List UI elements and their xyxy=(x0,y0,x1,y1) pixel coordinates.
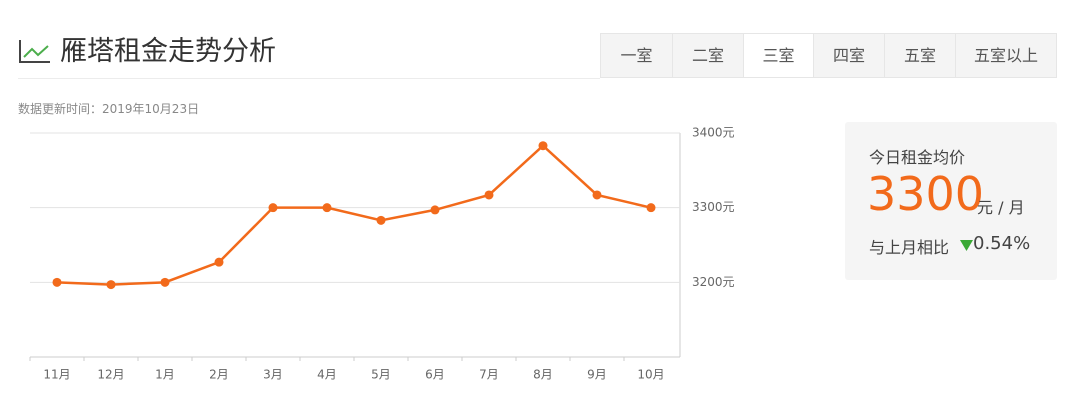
y-tick-label: 3300元 xyxy=(692,200,735,214)
point xyxy=(214,257,224,267)
chart: 3200元 3300元 3400元 11月 12月 1月 2月 3月 4月 5月 6月 7月 8月 9月 1… xyxy=(29,126,735,382)
compare-label: 与上月相比 xyxy=(869,238,950,257)
summary-card: 今日租金均价 3300 元 / 月 与上月相比 0.54% xyxy=(845,122,1057,280)
summary-label: 今日租金均价 xyxy=(869,148,966,167)
x-tick-label: 11月 xyxy=(43,368,70,382)
y-tick-label: 3400元 xyxy=(692,126,735,140)
tab[interactable]: 五室以上 xyxy=(956,34,1056,77)
point xyxy=(538,141,548,151)
x-tick-label: 6月 xyxy=(425,368,445,382)
x-tick-label: 1月 xyxy=(155,368,175,382)
point xyxy=(376,215,386,225)
tab[interactable]: 五室 xyxy=(885,34,956,77)
point xyxy=(106,280,116,290)
price-unit: 元 / 月 xyxy=(977,198,1025,217)
x-tick-label: 10月 xyxy=(637,368,664,382)
point xyxy=(592,190,602,200)
x-tick-label: 4月 xyxy=(317,368,337,382)
point xyxy=(160,277,170,287)
x-tick-label: 12月 xyxy=(97,368,124,382)
x-tick-label: 8月 xyxy=(533,368,553,382)
x-tick-label: 2月 xyxy=(209,368,229,382)
x-tick-label: 9月 xyxy=(587,368,607,382)
point xyxy=(430,205,440,215)
tab[interactable]: 一室 xyxy=(601,34,673,77)
y-tick-label: 3200元 xyxy=(692,275,735,289)
change-value: 0.54% xyxy=(973,233,1031,254)
point xyxy=(268,203,278,213)
page-title: 雁塔租金走势分析 xyxy=(60,36,276,67)
x-tick-label: 5月 xyxy=(371,368,391,382)
point xyxy=(322,203,332,213)
divider xyxy=(18,78,600,79)
point xyxy=(646,203,656,213)
trend-icon xyxy=(19,40,50,63)
down-arrow xyxy=(960,240,973,251)
tab[interactable]: 四室 xyxy=(814,34,885,77)
update-time: 数据更新时间：2019年10月23日 xyxy=(18,102,200,116)
x-tick-label: 7月 xyxy=(479,368,499,382)
price: 3300 xyxy=(867,167,985,221)
line xyxy=(56,144,652,286)
room-tabs: 一室 二室 三室 四室 五室 五室以上 xyxy=(600,33,1057,78)
tab-active[interactable]: 三室 xyxy=(744,34,814,77)
point xyxy=(484,190,494,200)
tab[interactable]: 二室 xyxy=(673,34,744,77)
point xyxy=(52,277,62,287)
x-tick-label: 3月 xyxy=(263,368,283,382)
